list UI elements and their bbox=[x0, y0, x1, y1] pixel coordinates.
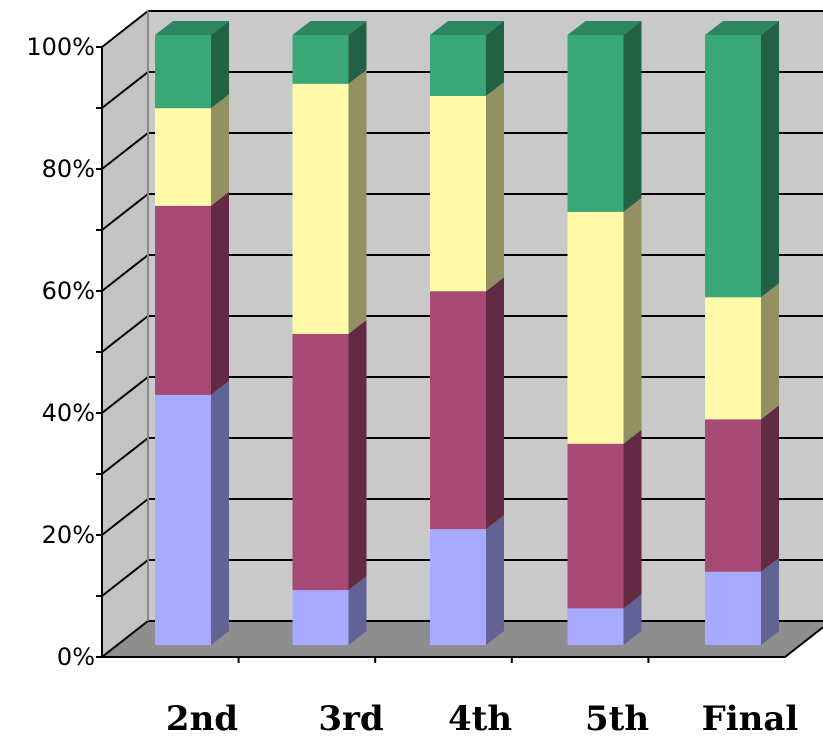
bar-stack-5th bbox=[567, 21, 642, 645]
chart-bars bbox=[155, 21, 779, 645]
bar-segment bbox=[705, 297, 761, 420]
bar-segment-side bbox=[211, 191, 229, 395]
bar-segment bbox=[155, 205, 211, 395]
gridline-diagonal bbox=[101, 315, 149, 353]
bar-segment-top bbox=[567, 21, 642, 35]
bar-segment-side bbox=[623, 197, 642, 444]
bar-segment-top bbox=[705, 21, 779, 35]
bar-segment-top bbox=[430, 21, 504, 35]
gridline-diagonal bbox=[101, 498, 149, 536]
bar-segment bbox=[567, 35, 624, 212]
y-tick-label: 60% bbox=[42, 277, 95, 305]
bar-segment bbox=[430, 96, 486, 292]
bar-segment-side bbox=[623, 429, 642, 609]
x-category-label: 3rd bbox=[318, 699, 383, 737]
gridline-diagonal bbox=[101, 376, 149, 414]
bar-segment bbox=[705, 35, 761, 298]
bar-stack-2nd bbox=[155, 21, 229, 645]
bar-segment bbox=[292, 590, 349, 645]
bar-segment-side bbox=[348, 21, 367, 84]
bar-segment bbox=[292, 35, 349, 84]
bar-segment-side bbox=[623, 594, 642, 645]
bar-segment bbox=[292, 83, 349, 334]
x-category-label: 2nd bbox=[166, 699, 238, 737]
bar-segment-side bbox=[761, 283, 779, 420]
bar-segment bbox=[567, 211, 624, 444]
y-tick-label: 100% bbox=[26, 33, 95, 61]
y-tick-label: 20% bbox=[42, 521, 95, 549]
bar-segment bbox=[155, 108, 211, 206]
bar-segment-side bbox=[486, 21, 504, 96]
bar-segment-side bbox=[486, 82, 504, 292]
bar-segment-side bbox=[761, 21, 779, 298]
bar-segment-side bbox=[486, 515, 504, 645]
bar-segment-side bbox=[211, 21, 229, 109]
bar-stack-3rd bbox=[292, 21, 367, 645]
chart-axes bbox=[96, 11, 785, 663]
bar-segment-side bbox=[211, 380, 229, 645]
gridline-diagonal bbox=[101, 71, 149, 109]
bar-segment-side bbox=[348, 576, 367, 645]
bar-segment-top bbox=[155, 21, 229, 35]
bar-segment bbox=[430, 529, 486, 645]
bar-segment-side bbox=[348, 319, 367, 591]
bar-segment-side bbox=[348, 69, 367, 334]
y-tick-label: 80% bbox=[42, 155, 95, 183]
x-category-label: Final bbox=[702, 699, 799, 737]
y-tick-label: 0% bbox=[57, 643, 95, 671]
bar-stack-final bbox=[705, 21, 779, 645]
bar-stack-4th bbox=[430, 21, 504, 645]
y-axis-tick-labels: 0% 20% 40% 60% 80% 100% bbox=[26, 33, 95, 671]
x-category-label: 4th bbox=[448, 699, 512, 737]
x-category-label: 5th bbox=[585, 699, 649, 737]
bar-segment bbox=[705, 571, 761, 645]
gridline-diagonal bbox=[101, 193, 149, 231]
bar-segment bbox=[705, 419, 761, 572]
gridline-diagonal bbox=[101, 132, 149, 170]
bar-segment bbox=[292, 333, 349, 591]
bar-segment bbox=[155, 35, 211, 109]
x-axis-category-labels: 2nd 3rd 4th 5th Final bbox=[166, 699, 799, 737]
bar-segment-side bbox=[623, 21, 642, 212]
bar-segment bbox=[567, 608, 624, 645]
bar-segment-side bbox=[761, 557, 779, 645]
bar-segment bbox=[430, 291, 486, 530]
gridline-diagonal bbox=[101, 254, 149, 292]
bar-segment-side bbox=[761, 405, 779, 572]
gridline-diagonal bbox=[101, 437, 149, 475]
bar-segment-side bbox=[486, 277, 504, 530]
bar-segment bbox=[567, 443, 624, 609]
bar-segment-top bbox=[292, 21, 367, 35]
y-tick-label: 40% bbox=[42, 399, 95, 427]
gridline-diagonal bbox=[101, 10, 149, 48]
gridline-diagonal bbox=[101, 559, 149, 597]
bar-segment-side bbox=[211, 94, 229, 206]
bar-segment bbox=[155, 394, 211, 645]
bar-segment bbox=[430, 35, 486, 96]
